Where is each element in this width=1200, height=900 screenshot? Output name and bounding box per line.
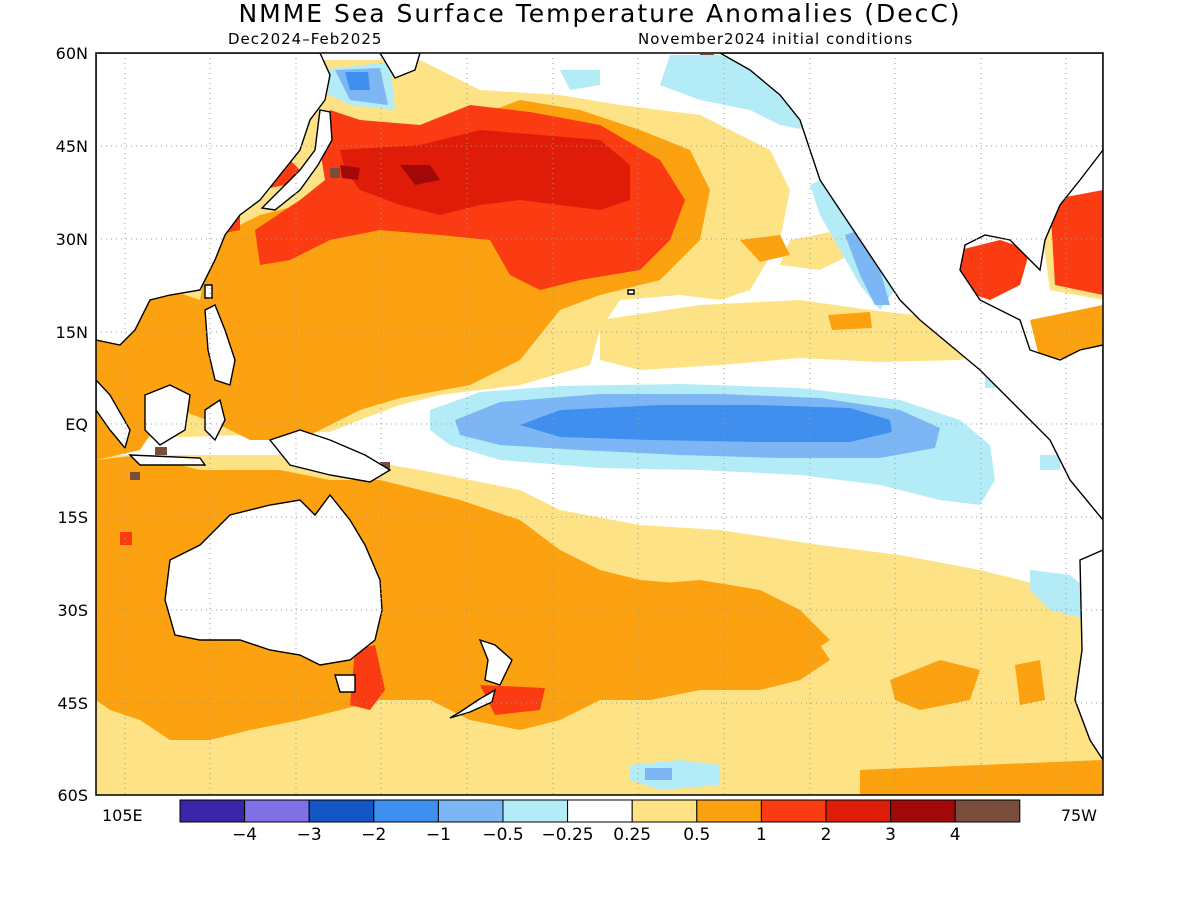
- colorbar-swatch: [760, 799, 827, 823]
- land-new-guinea: [268, 429, 392, 483]
- colorbar-swatch: [244, 799, 310, 823]
- colorbar-tick-label: −2: [361, 825, 386, 845]
- map-panel: [96, 53, 1103, 795]
- colorbar-tick-label: −3: [297, 825, 322, 845]
- colorbar-swatch: [437, 799, 504, 823]
- colorbar-swatch: [825, 799, 892, 823]
- land-masses: [96, 53, 1103, 762]
- lon-label-east: 75W: [1061, 806, 1097, 825]
- land-sulawesi: [204, 398, 226, 442]
- lat-label-30n: 30N: [56, 230, 88, 249]
- map-subtitle-period: Dec2024–Feb2025: [228, 30, 382, 48]
- anomaly-layer-3-4: [340, 165, 440, 185]
- land-japan: [260, 109, 333, 211]
- colorbar-swatch: [308, 799, 375, 823]
- land-hawaii: [627, 289, 635, 295]
- map-title: NMME Sea Surface Temperature Anomalies (…: [238, 0, 961, 28]
- colorbar-swatch: [890, 799, 956, 823]
- land-tasmania: [334, 674, 356, 693]
- colorbar-tick-label: −1: [426, 825, 451, 845]
- lon-label-west: 105E: [102, 806, 143, 825]
- colorbar-swatch: [954, 799, 1021, 823]
- land-new-zealand-north: [478, 638, 513, 686]
- map-subtitle-initial-conditions: November2024 initial conditions: [638, 30, 913, 48]
- land-north-america: [718, 53, 1103, 522]
- lat-label-45s: 45S: [57, 694, 88, 713]
- colorbar: −4 −3 −2 −1 −0.5 −0.25 0.25 0.5 1 2 3 4: [179, 799, 1021, 845]
- lat-label-15n: 15N: [56, 323, 88, 342]
- colorbar-tick-label: −0.5: [482, 825, 523, 845]
- land-java: [128, 454, 207, 466]
- colorbar-tick-label: 4: [950, 825, 961, 845]
- colorbar-tick-label: 0.25: [613, 825, 651, 845]
- lat-label-60n: 60N: [56, 44, 88, 63]
- colorbar-tick-label: 1: [756, 825, 767, 845]
- lat-label-eq: EQ: [65, 415, 88, 434]
- land-south-america: [1074, 549, 1103, 762]
- lat-label-60s: 60S: [57, 786, 88, 805]
- colorbar-tick-label: −4: [232, 825, 257, 845]
- colorbar-swatch: [696, 799, 762, 823]
- colorbar-tick-label: 0.5: [683, 825, 710, 845]
- lat-label-30s: 30S: [57, 601, 88, 620]
- latitude-axis: 60N 45N 30N 15N EQ 15S 30S 45S 60S: [56, 44, 88, 805]
- lat-label-15s: 15S: [57, 508, 88, 527]
- land-philippines: [204, 304, 236, 386]
- colorbar-tick-label: −0.25: [542, 825, 594, 845]
- colorbar-tick-label: 3: [885, 825, 896, 845]
- land-taiwan: [204, 284, 213, 299]
- land-borneo: [144, 384, 191, 446]
- colorbar-swatch: [373, 799, 439, 823]
- colorbar-swatch: [567, 799, 633, 823]
- colorbar-swatch: [502, 799, 569, 823]
- land-asia-mainland: [96, 53, 331, 346]
- graticule: [96, 53, 1103, 795]
- colorbar-swatch: [179, 799, 246, 823]
- colorbar-swatch: [631, 799, 698, 823]
- land-kamchatka: [379, 53, 421, 79]
- lat-label-45n: 45N: [56, 137, 88, 156]
- map-frame: [95, 52, 1104, 796]
- colorbar-tick-label: 2: [821, 825, 832, 845]
- land-new-zealand-south: [449, 688, 497, 719]
